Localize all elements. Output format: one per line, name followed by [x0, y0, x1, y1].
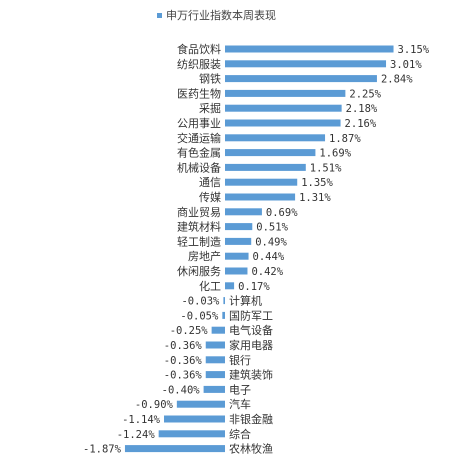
category-label: 商业贸易 — [177, 205, 221, 219]
value-label: 2.18% — [346, 103, 378, 115]
legend-swatch — [157, 13, 162, 18]
bar — [225, 178, 298, 186]
category-label: 化工 — [199, 279, 221, 293]
category-label: 通信 — [199, 176, 221, 189]
bar — [205, 356, 225, 364]
category-label: 休闲服务 — [177, 264, 221, 278]
category-label: 非银金融 — [229, 412, 273, 426]
category-label: 电子 — [229, 383, 251, 396]
value-label: 0.69% — [266, 207, 298, 219]
bar — [222, 311, 225, 319]
value-label: -0.90% — [135, 399, 174, 411]
bar — [225, 208, 262, 216]
bar — [164, 415, 225, 423]
value-label: 2.25% — [349, 88, 381, 100]
bar — [225, 134, 326, 142]
value-label: 3.15% — [398, 44, 430, 56]
value-label: -0.36% — [164, 340, 203, 352]
category-label: 建筑装饰 — [229, 368, 273, 382]
category-label: 食品饮料 — [177, 42, 221, 56]
category-label: 建筑材料 — [177, 220, 221, 234]
category-label: 钢铁 — [199, 73, 221, 86]
category-label: 房地产 — [188, 249, 221, 263]
value-label: 1.51% — [310, 162, 342, 174]
bar — [225, 60, 387, 68]
category-label: 电气设备 — [229, 323, 273, 337]
value-label: -0.40% — [162, 384, 201, 396]
value-label: -0.36% — [164, 370, 203, 382]
category-label: 传媒 — [199, 191, 221, 204]
category-label: 纺织服装 — [177, 57, 221, 71]
bar — [225, 89, 346, 97]
bar — [205, 371, 225, 379]
category-label: 家用电器 — [229, 338, 273, 352]
bar — [225, 267, 248, 275]
bar — [225, 252, 249, 260]
value-label: 0.17% — [238, 281, 270, 293]
value-label: -0.05% — [180, 310, 219, 322]
value-label: 0.49% — [255, 236, 287, 248]
category-label: 计算机 — [229, 294, 262, 308]
bar — [203, 385, 225, 393]
bar — [225, 163, 306, 171]
value-label: 0.42% — [251, 266, 283, 278]
bar — [205, 341, 225, 349]
category-label: 汽车 — [229, 397, 251, 411]
bar — [225, 237, 252, 245]
bars-group — [124, 45, 394, 453]
bar — [225, 149, 316, 157]
bar — [124, 445, 225, 453]
bar — [225, 282, 235, 290]
bar — [225, 104, 342, 112]
bar — [223, 297, 225, 305]
value-label: 2.16% — [345, 118, 377, 130]
category-label: 农林牧渔 — [229, 442, 273, 456]
value-label: -1.87% — [83, 444, 122, 456]
bar — [225, 193, 296, 201]
bar — [158, 430, 225, 438]
value-label: 1.35% — [301, 177, 333, 189]
category-labels: 食品饮料纺织服装钢铁医药生物采掘公用事业交通运输有色金属机械设备通信传媒商业贸易… — [177, 42, 273, 456]
value-label: 1.69% — [319, 148, 351, 160]
category-label: 轻工制造 — [177, 234, 221, 248]
bar — [225, 45, 394, 53]
value-label: -1.24% — [117, 429, 156, 441]
value-label: -0.25% — [170, 325, 209, 337]
category-label: 公用事业 — [177, 117, 221, 130]
category-label: 综合 — [229, 427, 251, 441]
value-label: 1.31% — [299, 192, 331, 204]
value-label: -0.03% — [181, 296, 220, 308]
value-label: 0.51% — [256, 222, 288, 234]
value-label: 3.01% — [390, 59, 422, 71]
value-label: -0.36% — [164, 355, 203, 367]
category-label: 医药生物 — [177, 86, 221, 100]
value-label: 1.87% — [329, 133, 361, 145]
value-label: -1.14% — [122, 414, 161, 426]
legend-label: 申万行业指数本周表现 — [166, 8, 276, 22]
bar — [225, 119, 341, 127]
bar — [176, 400, 225, 408]
category-label: 交通运输 — [177, 131, 221, 145]
value-label: 2.84% — [381, 74, 413, 86]
bar — [225, 75, 377, 83]
category-label: 机械设备 — [177, 160, 221, 174]
category-label: 有色金属 — [177, 146, 221, 160]
value-label: 0.44% — [253, 251, 285, 263]
bar — [211, 326, 225, 334]
legend: 申万行业指数本周表现 — [157, 8, 276, 22]
category-label: 采掘 — [199, 101, 221, 115]
bar — [225, 223, 253, 231]
value-labels: 3.15% 3.01% 2.84%2.25% 2.18% 2.16% 1.87% 1.69%… — [83, 44, 430, 456]
category-label: 银行 — [229, 353, 251, 367]
category-label: 国防军工 — [229, 308, 273, 322]
